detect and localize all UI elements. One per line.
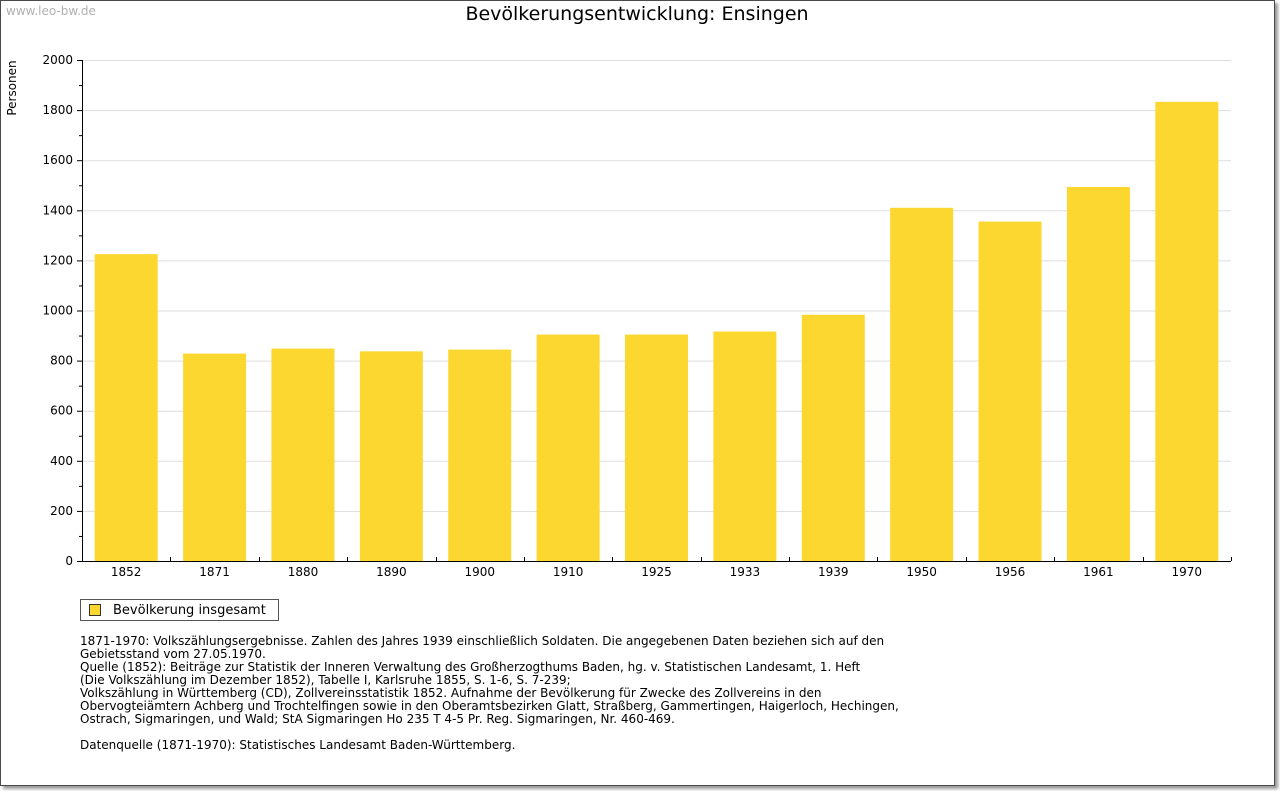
- y-tick-label: 200: [50, 504, 73, 518]
- x-tick-label: 1910: [553, 565, 584, 579]
- note-line: 1871-1970: Volkszählungsergebnisse. Zahl…: [80, 634, 885, 648]
- bar: [978, 221, 1042, 561]
- bar: [183, 353, 247, 561]
- x-tick-label: 1950: [906, 565, 937, 579]
- bar: [713, 331, 777, 561]
- bar: [1155, 101, 1219, 562]
- footnotes: 1871-1970: Volkszählungsergebnisse. Zahl…: [80, 635, 960, 752]
- x-tick-label: 1880: [288, 565, 319, 579]
- x-tick-label: 1939: [818, 565, 849, 579]
- x-tick-label: 1871: [199, 565, 230, 579]
- y-tick-label: 600: [50, 404, 73, 418]
- bar: [536, 334, 600, 561]
- chart-title: Bevölkerungsentwicklung: Ensingen: [465, 3, 809, 25]
- bar: [448, 349, 512, 561]
- note-line: Gebietsstand vom 27.05.1970.: [80, 647, 266, 661]
- y-tick-label: 1600: [42, 153, 73, 167]
- bar: [625, 334, 688, 561]
- x-tick-label: 1961: [1083, 565, 1114, 579]
- legend-swatch: [89, 604, 101, 616]
- y-tick-label: 0: [65, 554, 73, 568]
- y-tick-label: 1200: [42, 253, 73, 267]
- bar: [359, 351, 423, 561]
- note-line: Obervogteiämtern Achberg und Trochtelfin…: [80, 699, 899, 713]
- x-tick-label: 1933: [730, 565, 761, 579]
- bar: [801, 314, 865, 561]
- note-line: Ostrach, Sigmaringen, und Wald; StA Sigm…: [80, 712, 675, 726]
- legend-label: Bevölkerung insgesamt: [113, 602, 266, 618]
- x-tick-label: 1890: [376, 565, 407, 579]
- y-tick-label: 2000: [42, 53, 73, 67]
- y-tick-label: 1800: [42, 103, 73, 117]
- note-line: Quelle (1852): Beiträge zur Statistik de…: [80, 660, 861, 674]
- y-tick-label: 1000: [42, 304, 73, 318]
- y-axis-label: Personen: [5, 60, 19, 115]
- watermark: www.leo-bw.de: [6, 4, 96, 18]
- x-tick-label: 1956: [995, 565, 1026, 579]
- x-tick-label: 1925: [641, 565, 672, 579]
- note-line: (Die Volkszählung im Dezember 1852), Tab…: [80, 673, 571, 687]
- x-tick-label: 1852: [111, 565, 142, 579]
- legend: Bevölkerung insgesamt: [80, 599, 279, 621]
- bar: [94, 254, 158, 561]
- data-source: Datenquelle (1871-1970): Statistisches L…: [80, 738, 516, 752]
- y-tick-label: 400: [50, 454, 73, 468]
- y-tick-label: 800: [50, 354, 73, 368]
- bar: [271, 348, 335, 561]
- bar: [1066, 187, 1130, 562]
- x-tick-label: 1970: [1172, 565, 1203, 579]
- bar: [890, 207, 954, 562]
- x-tick-label: 1900: [464, 565, 495, 579]
- y-tick-label: 1400: [42, 203, 73, 217]
- note-line: Volkszählung in Württemberg (CD), Zollve…: [80, 686, 822, 700]
